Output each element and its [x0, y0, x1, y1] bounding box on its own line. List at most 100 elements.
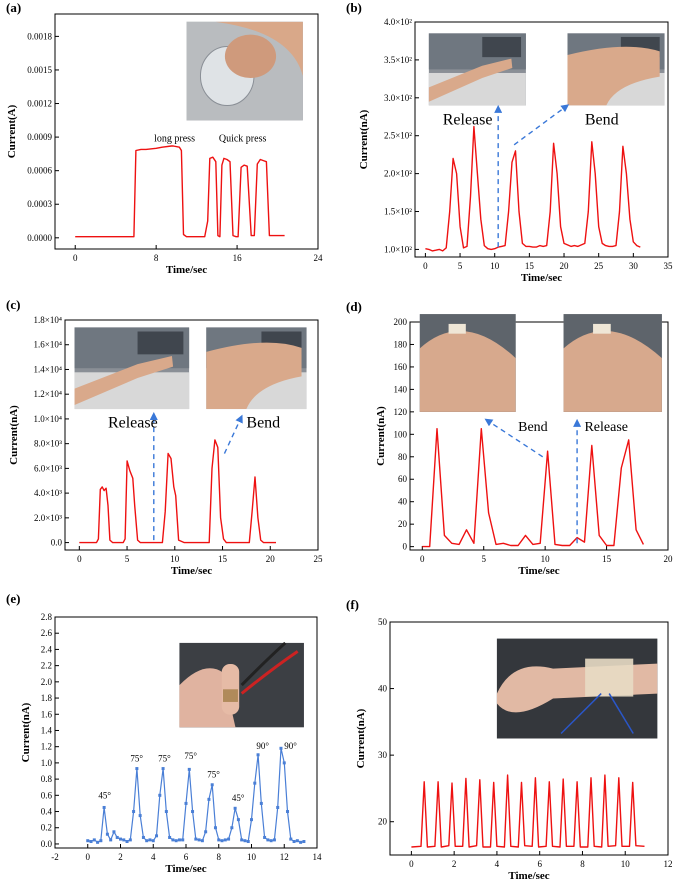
y-tick-label: 3.5×10² — [384, 55, 412, 65]
series-line — [411, 774, 645, 848]
data-point — [177, 838, 181, 842]
data-point — [266, 838, 270, 842]
y-tick-label: 1.0 — [41, 758, 53, 768]
panel-a: (a) 0.0000 0.0003 0.0006 0.0009 0.0012 0.0015 0… — [6, 0, 323, 276]
y-tick-label: 160 — [394, 362, 408, 372]
data-point — [99, 839, 103, 843]
photo-inset — [428, 33, 526, 106]
y-tick-label: 2.0 — [41, 677, 53, 687]
y-tick-label: 40 — [378, 684, 388, 694]
panel-label: (a) — [6, 0, 21, 15]
y-axis-label: Current(nA) — [355, 708, 367, 768]
annotation: 75° — [207, 769, 220, 779]
y-tick-label: 1.0×10² — [384, 244, 412, 254]
annotation: Bend — [246, 415, 280, 432]
x-axis-label: Time/sec — [518, 565, 559, 577]
y-axis-label: Current(nA) — [8, 405, 20, 465]
series-line — [75, 145, 285, 238]
data-point — [112, 830, 116, 834]
x-tick-label: 0 — [420, 554, 425, 564]
photo-inset — [186, 21, 303, 121]
y-tick-label: 1.8 — [41, 693, 53, 703]
data-point — [200, 839, 204, 843]
y-tick-label: 2.6 — [41, 628, 53, 638]
data-point — [86, 839, 90, 843]
data-point — [148, 838, 152, 842]
photo-inset — [74, 327, 190, 410]
data-point — [92, 838, 96, 842]
plot-frame — [409, 321, 669, 551]
panel-label: (e) — [6, 591, 20, 606]
x-tick-label: 5 — [481, 554, 486, 564]
panel-d: (d) 0 20 40 60 80 100 120 140 160 180 200 0 5 10 15 20 Ti… — [346, 299, 673, 577]
data-point — [302, 840, 306, 844]
y-tick-label: 0.0015 — [27, 65, 52, 75]
panel-e: (e) 0.0 0.2 0.4 0.6 0.8 1.0 1.2 1.4 1.6 1.8 2.0 2.2 2… — [6, 591, 322, 875]
y-tick-label: 0.0012 — [27, 99, 52, 109]
y-tick-label: 30 — [378, 750, 388, 760]
plot-frame — [64, 319, 319, 551]
data-point — [220, 839, 224, 843]
photo-inset — [419, 314, 516, 412]
annotation: 45° — [98, 791, 111, 801]
data-point — [204, 830, 208, 834]
annotation: 90° — [284, 741, 297, 751]
y-tick-label: 80 — [398, 452, 408, 462]
x-tick-label: 10 — [541, 554, 551, 564]
series-line — [422, 428, 645, 548]
data-point — [161, 767, 165, 771]
data-point — [138, 814, 142, 818]
photo-inset — [567, 33, 665, 106]
x-tick-label: 10 — [247, 852, 257, 862]
y-tick-label: 2.8 — [41, 612, 53, 622]
y-tick-label: 0.6 — [41, 790, 53, 800]
y-tick-label: 2.4 — [41, 644, 53, 654]
data-point — [191, 810, 195, 814]
x-tick-label: 20 — [664, 554, 674, 564]
y-tick-label: 1.6 — [41, 709, 53, 719]
y-tick-label: 8.0×10³ — [34, 439, 62, 449]
y-tick-label: 50 — [378, 617, 388, 627]
annotation: 90° — [256, 741, 269, 751]
data-point — [174, 839, 178, 843]
data-point — [132, 810, 136, 814]
data-point — [135, 767, 139, 771]
data-point — [151, 839, 155, 843]
y-tick-label: 4.0×10² — [384, 17, 412, 27]
panel-label: (b) — [346, 0, 362, 15]
data-point — [233, 806, 237, 810]
x-tick-label: 2 — [118, 852, 123, 862]
x-tick-label: 15 — [525, 261, 535, 271]
data-point — [269, 839, 273, 843]
panel-label: (c) — [6, 297, 20, 312]
data-point — [128, 838, 132, 842]
panel-label: (d) — [346, 299, 362, 314]
y-axis-label: Current(nA) — [358, 109, 370, 169]
data-point — [96, 840, 100, 844]
annotation: long press — [154, 134, 195, 145]
y-tick-label: 0 — [403, 542, 408, 552]
y-tick-label: 100 — [394, 429, 408, 439]
data-point — [171, 838, 175, 842]
x-tick-label: 10 — [621, 859, 631, 869]
y-tick-label: 20 — [378, 817, 388, 827]
x-tick-label: 0 — [77, 554, 82, 564]
annotation: Quick press — [219, 134, 267, 145]
x-tick-label: 14 — [313, 852, 323, 862]
y-tick-label: 2.0×10² — [384, 169, 412, 179]
panel-b: (b) 1.0×10² 1.5×10² 2.0×10² 2.5×10² 3.0×10² 3.… — [346, 0, 673, 284]
x-tick-label: 10 — [490, 261, 500, 271]
y-tick-label: 0.0006 — [27, 166, 52, 176]
data-point — [263, 835, 267, 839]
x-tick-label: 4 — [151, 852, 156, 862]
y-tick-label: 1.0×10⁴ — [34, 414, 62, 424]
data-point — [109, 838, 113, 842]
y-tick-label: 60 — [398, 474, 408, 484]
x-tick-label: 6 — [184, 852, 189, 862]
x-tick-label: 20 — [560, 261, 570, 271]
y-tick-label: 1.4 — [41, 725, 53, 735]
data-point — [276, 805, 280, 809]
data-point — [158, 793, 162, 797]
x-tick-label: 0 — [73, 253, 78, 263]
